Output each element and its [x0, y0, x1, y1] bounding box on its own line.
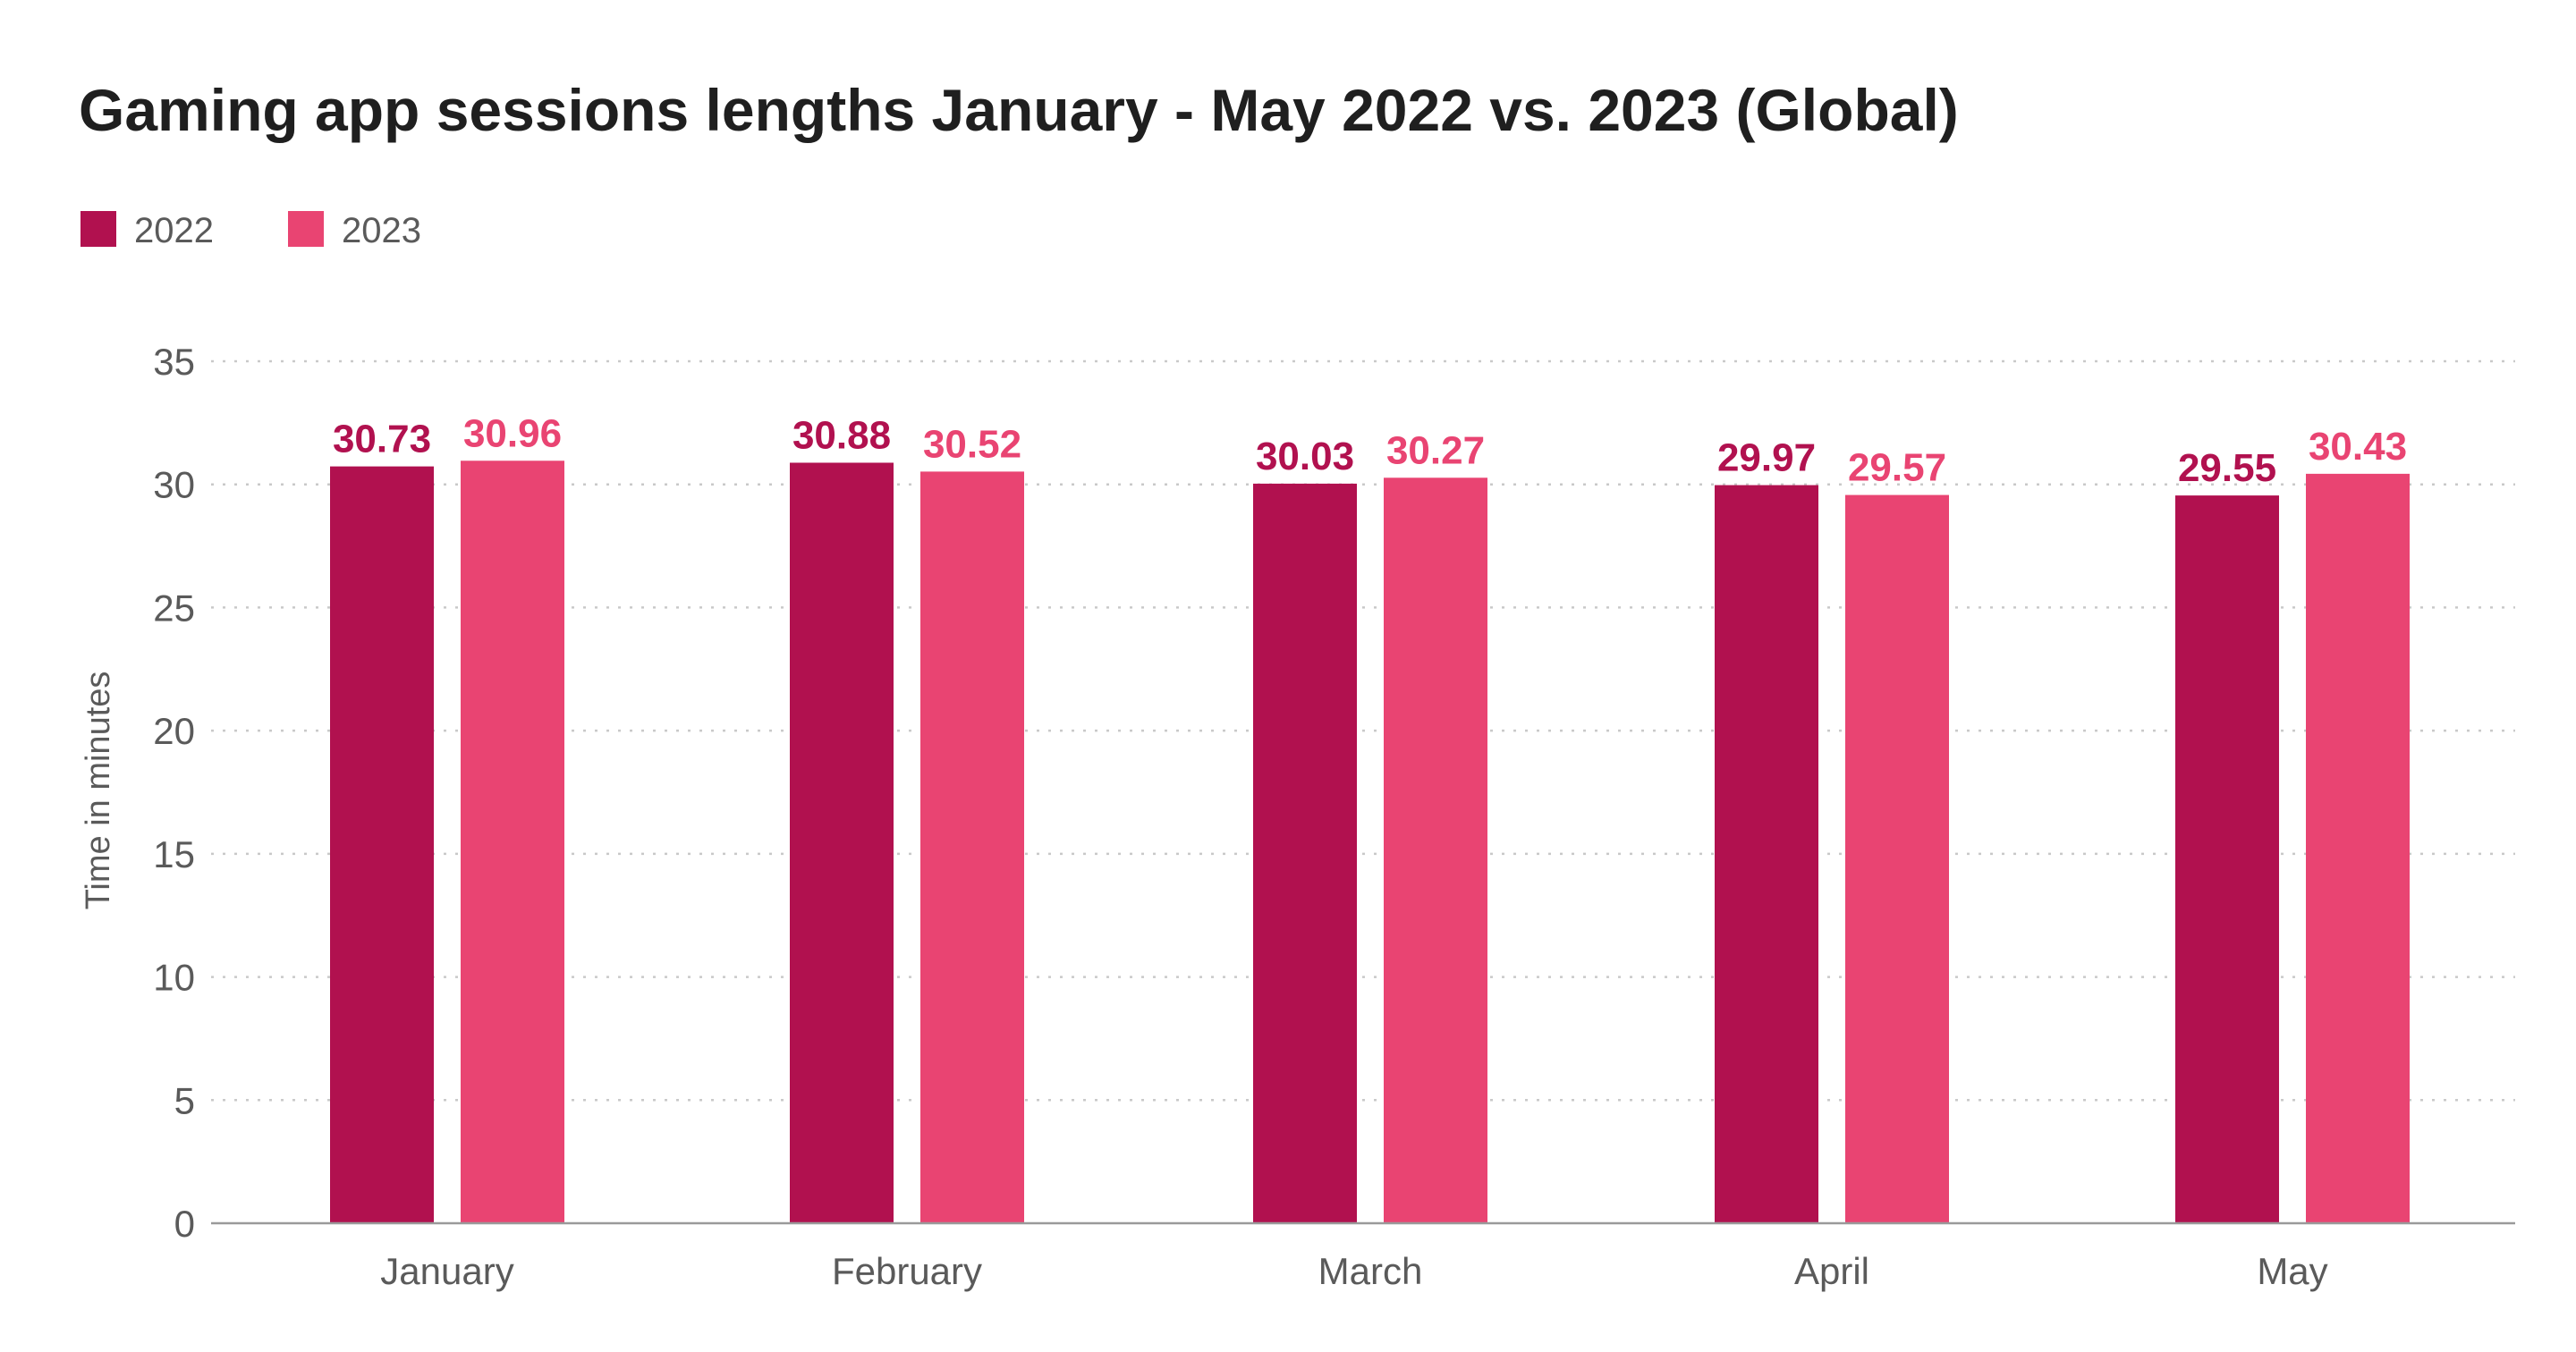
- y-tick-label-15: 15: [153, 833, 195, 875]
- y-tick-label-10: 10: [153, 957, 195, 999]
- y-axis-ticks: 0 5 10 15 20 25 30 35: [153, 341, 195, 1245]
- data-label-march-2022: 30.03: [1256, 435, 1354, 478]
- data-label-may-2022: 29.55: [2178, 446, 2276, 490]
- legend-label-2022: 2022: [134, 211, 214, 250]
- bar-march-2023: [1384, 477, 1487, 1223]
- bar-january-2023: [461, 461, 564, 1223]
- bar-may-2023: [2306, 473, 2410, 1223]
- x-tick-label-march: March: [1318, 1250, 1423, 1292]
- bar-april-2022: [1715, 485, 1818, 1223]
- y-tick-label-5: 5: [174, 1079, 195, 1121]
- y-tick-label-20: 20: [153, 710, 195, 752]
- bars: [330, 461, 2410, 1223]
- x-tick-label-may: May: [2257, 1250, 2327, 1292]
- legend: 2022 2023: [80, 211, 421, 250]
- legend-swatch-2022: [80, 211, 116, 247]
- legend-item-2022: 2022: [80, 211, 214, 250]
- legend-swatch-2023: [288, 211, 324, 247]
- bar-april-2023: [1845, 494, 1949, 1223]
- x-tick-label-january: January: [380, 1250, 513, 1292]
- y-tick-label-35: 35: [153, 341, 195, 383]
- data-label-march-2023: 30.27: [1386, 428, 1485, 472]
- x-axis-ticks: January February March April May: [380, 1250, 2327, 1292]
- bar-january-2022: [330, 466, 434, 1223]
- data-label-may-2023: 30.43: [2309, 425, 2407, 469]
- data-label-february-2022: 30.88: [792, 413, 891, 457]
- x-tick-label-april: April: [1794, 1250, 1869, 1292]
- data-labels: 30.73 30.96 30.88 30.52 30.03 30.27 29.97 29.57…: [333, 411, 2407, 490]
- y-tick-label-30: 30: [153, 464, 195, 506]
- bar-february-2022: [790, 462, 894, 1223]
- x-tick-label-february: February: [832, 1250, 982, 1292]
- legend-item-2023: 2023: [288, 211, 421, 250]
- data-label-february-2023: 30.52: [923, 422, 1021, 466]
- gridlines: [211, 359, 2515, 1102]
- legend-label-2023: 2023: [342, 211, 421, 250]
- data-label-january-2022: 30.73: [333, 418, 431, 461]
- bar-february-2023: [920, 471, 1024, 1223]
- data-label-april-2022: 29.97: [1717, 436, 1816, 480]
- bar-may-2022: [2175, 495, 2279, 1223]
- data-label-april-2023: 29.57: [1848, 446, 1946, 490]
- y-tick-label-25: 25: [153, 587, 195, 629]
- bar-march-2022: [1253, 483, 1357, 1223]
- y-axis-title: Time in minutes: [80, 672, 117, 910]
- data-label-january-2023: 30.96: [463, 411, 562, 455]
- chart-title: Gaming app sessions lengths January - Ma…: [79, 77, 1959, 143]
- y-tick-label-0: 0: [174, 1203, 195, 1245]
